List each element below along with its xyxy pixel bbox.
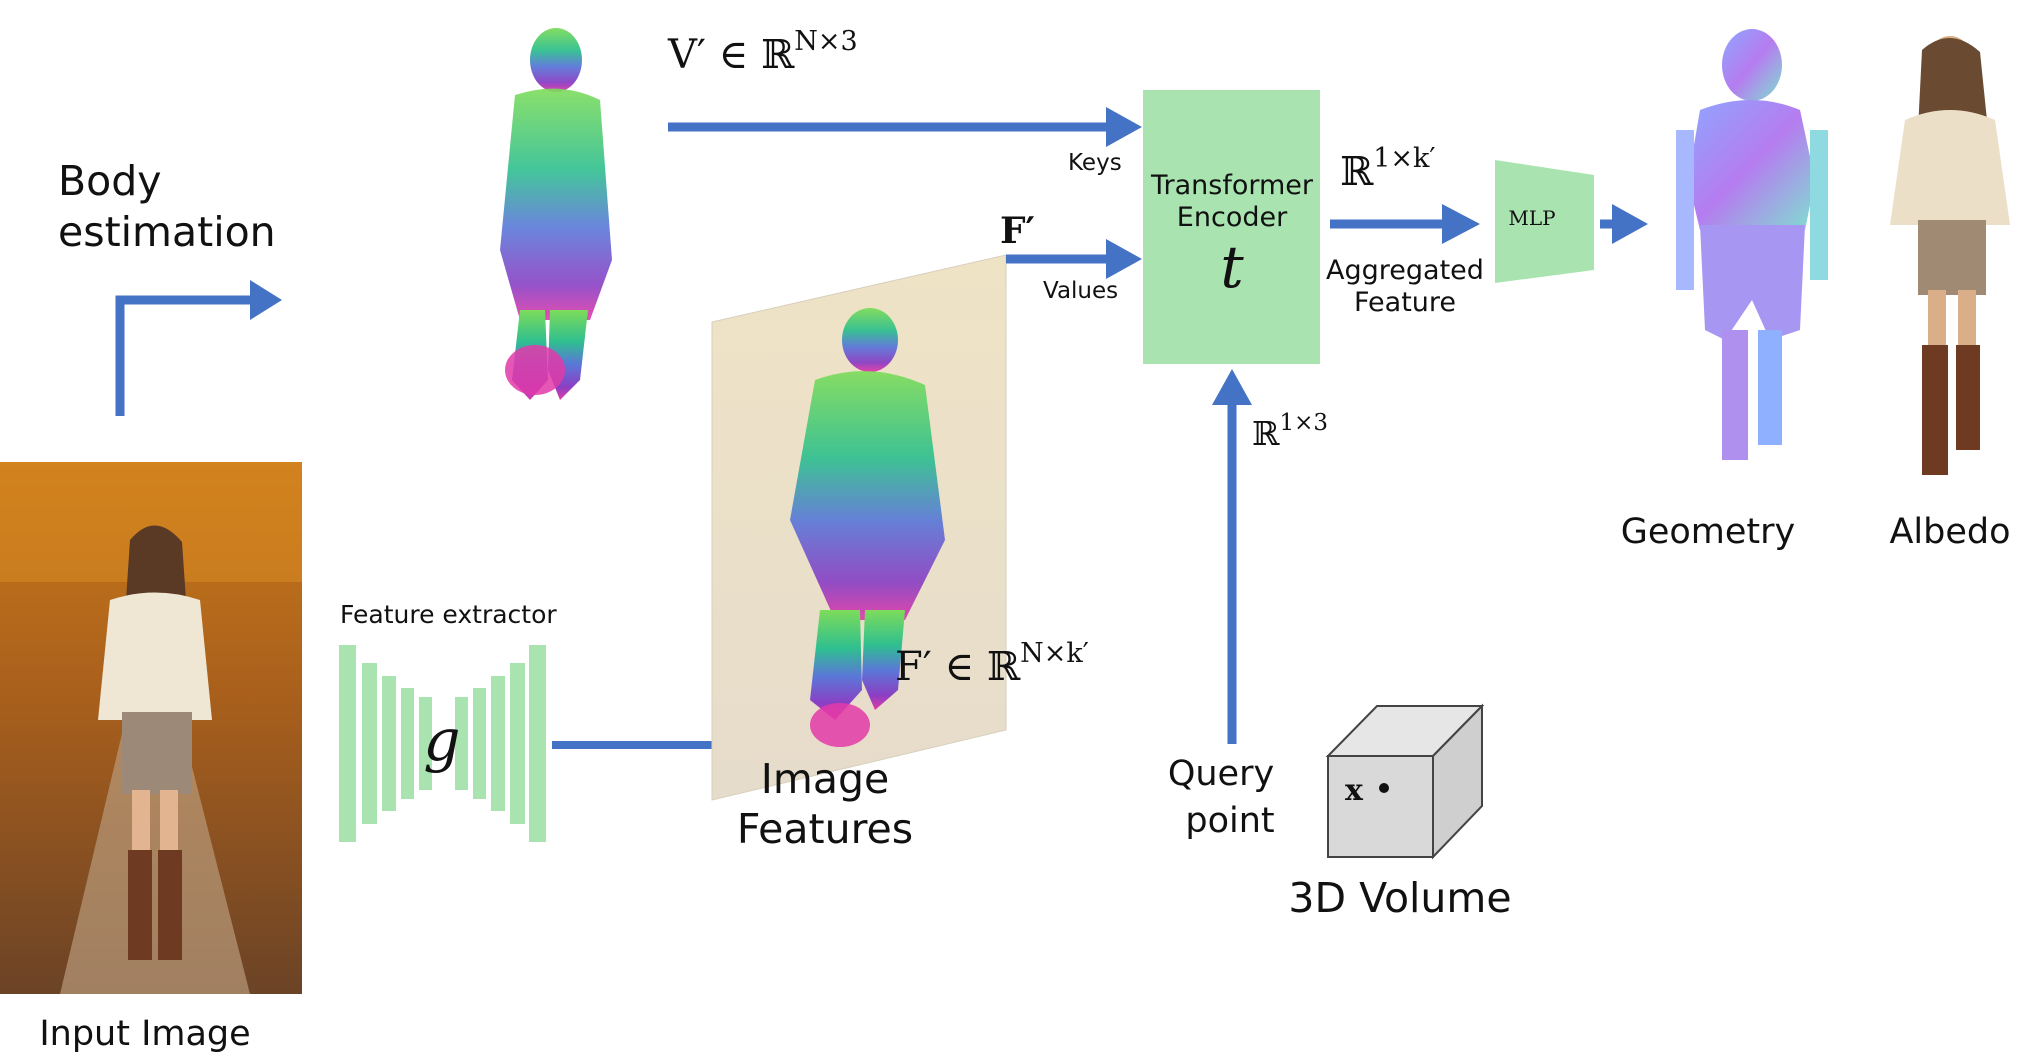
keys-arrow	[668, 107, 1142, 147]
feature-extractor-label: Feature extractor	[340, 600, 557, 629]
feature-point-cloud	[790, 308, 945, 747]
features-set-label: F′ ∈ ℝN×k′	[895, 638, 1089, 690]
aggregated-dim-label: ℝ1×k′	[1340, 143, 1436, 195]
transformer-label: Transformer	[1150, 170, 1314, 201]
x-point-label: x	[1345, 773, 1364, 808]
mlp-block	[1495, 160, 1594, 283]
geometry-label: Geometry	[1621, 512, 1796, 552]
query-arrow	[1212, 369, 1252, 744]
input-image	[0, 462, 302, 994]
mlp-label: MLP	[1508, 206, 1555, 230]
body-estimation-label: Body	[58, 157, 162, 205]
albedo-label: Albedo	[1889, 512, 2010, 552]
volume-label: 3D Volume	[1288, 874, 1511, 922]
feature-extractor-network	[339, 645, 546, 842]
f-prime-label: F′	[1000, 210, 1035, 252]
keys-label: Keys	[1068, 150, 1122, 176]
values-arrow	[1006, 239, 1142, 279]
input-image-label: Input Image	[39, 1014, 250, 1054]
g-symbol: g	[423, 706, 460, 774]
geometry-output	[1676, 29, 1828, 460]
vertices-label: V′ ∈ ℝN×3	[667, 26, 858, 78]
aggregated-arrow	[1330, 204, 1480, 244]
person-photo	[98, 525, 212, 960]
query-point-label: Query	[1168, 754, 1274, 794]
mlp-output-arrow	[1600, 204, 1648, 244]
image-features-label-2: Features	[737, 805, 913, 853]
aggregated-feature-label-2: Feature	[1354, 287, 1456, 318]
values-label: Values	[1043, 278, 1118, 304]
albedo-output	[1890, 36, 2010, 475]
x-point-dot	[1379, 783, 1389, 793]
query-dim-label: ℝ1×3	[1252, 410, 1328, 453]
body-estimation-arrow	[115, 280, 282, 416]
t-symbol: t	[1220, 233, 1244, 301]
transformer-label-2: Encoder	[1177, 202, 1288, 233]
transformer-encoder-box	[1143, 90, 1320, 364]
query-point-label-2: point	[1185, 801, 1274, 841]
body-point-cloud	[500, 28, 612, 400]
body-estimation-label-2: estimation	[58, 208, 276, 256]
image-features-label: Image	[761, 755, 889, 803]
volume-cube	[1325, 703, 1485, 860]
aggregated-feature-label: Aggregated	[1326, 255, 1484, 286]
image-features-plane	[711, 254, 1007, 801]
